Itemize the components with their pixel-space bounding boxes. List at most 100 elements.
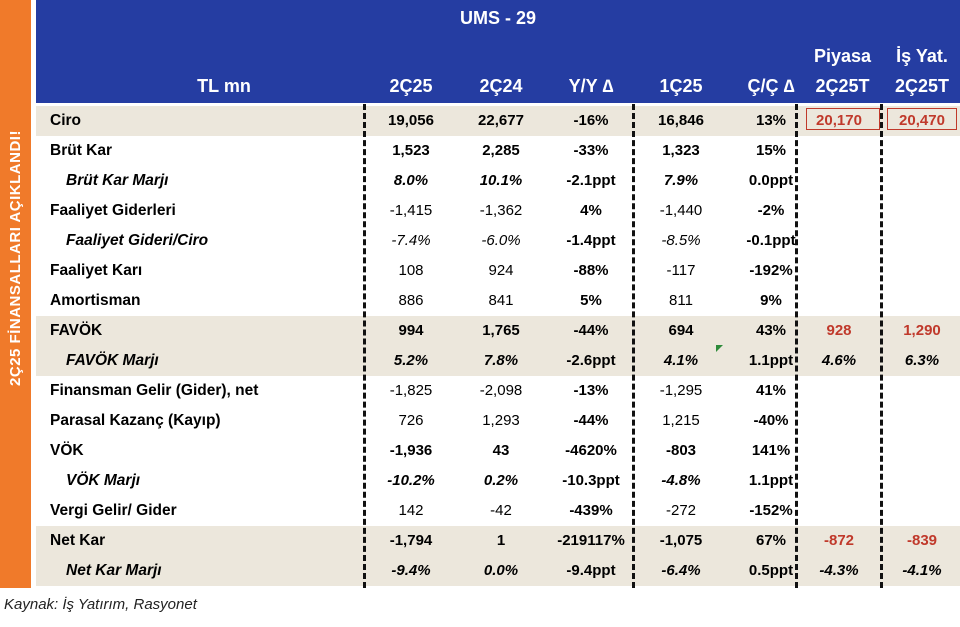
table-row: Faaliyet Karı 108 924 -88% -117 -192% xyxy=(36,256,960,286)
table-cell: -192% xyxy=(749,262,793,279)
table-row: Parasal Kazanç (Kayıp) 726 1,293 -44% 1,215 -… xyxy=(36,406,960,436)
table-cell: -1,075 xyxy=(659,532,703,549)
table-row: FAVÖK 994 1,765 -44% 694 43% 928 1,290 xyxy=(36,316,960,346)
table-row: VÖK -1,936 43 -4620% -803 141% xyxy=(36,436,960,466)
table-cell xyxy=(882,286,960,316)
table-cell: -1,794 xyxy=(389,532,433,549)
table-cell: -2.6ppt xyxy=(566,352,616,369)
row-label: Faaliyet Gideri/Ciro xyxy=(66,232,209,249)
column-divider xyxy=(795,104,798,588)
table-cell: -2% xyxy=(757,202,785,219)
market-estimate-highlight xyxy=(806,108,880,130)
table-cell: -33% xyxy=(573,142,609,159)
table-cell: 0.0ppt xyxy=(748,172,794,189)
table-cell: 4.1% xyxy=(663,352,699,369)
column-header-yoy: Y/Y ∆ xyxy=(568,76,614,96)
table-cell: -1,295 xyxy=(659,382,703,399)
source-note: Kaynak: İş Yatırım, Rasyonet xyxy=(4,596,197,613)
table-cell xyxy=(796,166,882,196)
table-cell: 20,470 xyxy=(899,112,945,129)
row-label: Brüt Kar xyxy=(50,142,113,159)
table-cell: 1,523 xyxy=(392,142,430,159)
table-cell: -1,825 xyxy=(389,382,433,399)
column-header-label: TL mn xyxy=(197,76,251,96)
table-cell: 19,056 xyxy=(388,112,434,129)
table-cell: 22,677 xyxy=(478,112,524,129)
table-row: Net Kar Marjı -9.4% 0.0% -9.4ppt -6.4% 0.5ppt… xyxy=(36,556,960,586)
column-divider xyxy=(363,104,366,588)
table-cell xyxy=(882,406,960,436)
cell-comment-marker xyxy=(716,345,723,352)
table-cell: 886 xyxy=(398,292,424,309)
table-cell: -7.4% xyxy=(391,232,431,249)
column-header-2q25: 2Ç25 xyxy=(389,76,433,96)
table-cell xyxy=(796,496,882,526)
table-cell xyxy=(882,226,960,256)
table-header: UMS - 29 TL mn 2Ç25 2Ç24 Y/Y ∆ 1Ç25 Ç/Ç … xyxy=(36,0,960,103)
table-cell: 726 xyxy=(398,412,424,429)
table-cell: 928 xyxy=(826,322,852,339)
table-cell: -872 xyxy=(823,532,855,549)
table-cell: -1,415 xyxy=(389,202,433,219)
table-cell xyxy=(796,286,882,316)
table-cell: 2,285 xyxy=(482,142,520,159)
table-cell: -803 xyxy=(665,442,697,459)
table-row: Brüt Kar Marjı 8.0% 10.1% -2.1ppt 7.9% 0.0ppt xyxy=(36,166,960,196)
table-cell: -16% xyxy=(573,112,609,129)
table-row: Vergi Gelir/ Gider 142 -42 -439% -272 -152% xyxy=(36,496,960,526)
table-cell xyxy=(796,256,882,286)
table-cell: -4.1% xyxy=(902,562,942,579)
table-cell: 0.2% xyxy=(483,472,519,489)
table-cell: 1,293 xyxy=(482,412,520,429)
table-cell: 41% xyxy=(755,382,787,399)
row-label: Vergi Gelir/ Gider xyxy=(50,502,177,519)
column-header-2q24: 2Ç24 xyxy=(479,76,523,96)
row-label: FAVÖK xyxy=(50,322,103,339)
table-cell: 16,846 xyxy=(658,112,704,129)
table-cell: -1,936 xyxy=(389,442,433,459)
table-cell: 694 xyxy=(668,322,694,339)
column-header-market-line1: Piyasa xyxy=(813,46,872,66)
table-cell: 841 xyxy=(488,292,514,309)
isyat-estimate-highlight xyxy=(887,108,957,130)
table-cell xyxy=(882,376,960,406)
table-row: FAVÖK Marjı 5.2% 7.8% -2.6ppt 4.1% 1.1ppt 4.6%… xyxy=(36,346,960,376)
table-cell xyxy=(796,136,882,166)
table-cell: 8.0% xyxy=(393,172,429,189)
table-cell: -0.1ppt xyxy=(746,232,796,249)
table-cell: -272 xyxy=(665,502,697,519)
table-cell: -4.8% xyxy=(661,472,701,489)
table-cell: -13% xyxy=(573,382,609,399)
table-cell: 0.0% xyxy=(483,562,519,579)
table-cell: -6.0% xyxy=(481,232,521,249)
table-cell: -117 xyxy=(666,262,696,279)
table-cell: 43 xyxy=(492,442,510,459)
table-cell: 811 xyxy=(669,292,693,309)
table-cell: 7.8% xyxy=(483,352,519,369)
table-cell: -88% xyxy=(573,262,609,279)
table-cell: -6.4% xyxy=(661,562,701,579)
table-cell: -44% xyxy=(573,412,609,429)
table-cell: -42 xyxy=(490,502,512,519)
column-header-qoq: Ç/Ç ∆ xyxy=(747,76,795,96)
table-cell: -4620% xyxy=(565,442,617,459)
table-cell xyxy=(882,466,960,496)
table-cell: 43% xyxy=(755,322,787,339)
table-cell: -10.3ppt xyxy=(562,472,620,489)
table-cell xyxy=(796,196,882,226)
table-cell xyxy=(796,376,882,406)
table-cell xyxy=(882,166,960,196)
table-cell: 1 xyxy=(496,532,506,549)
table-cell: -9.4ppt xyxy=(566,562,616,579)
column-header-isyat-line1: İş Yat. xyxy=(896,46,948,66)
table-cell: 5% xyxy=(580,292,602,309)
table-cell: 142 xyxy=(398,502,424,519)
table-cell: -1,362 xyxy=(479,202,523,219)
table-cell: 1,765 xyxy=(482,322,520,339)
table-cell: -44% xyxy=(573,322,609,339)
table-row: Faaliyet Gideri/Ciro -7.4% -6.0% -1.4ppt -8.… xyxy=(36,226,960,256)
table-cell xyxy=(882,136,960,166)
table-cell: 994 xyxy=(398,322,424,339)
table-row: VÖK Marjı -10.2% 0.2% -10.3ppt -4.8% 1.1ppt xyxy=(36,466,960,496)
table-cell: -4.3% xyxy=(819,562,859,579)
